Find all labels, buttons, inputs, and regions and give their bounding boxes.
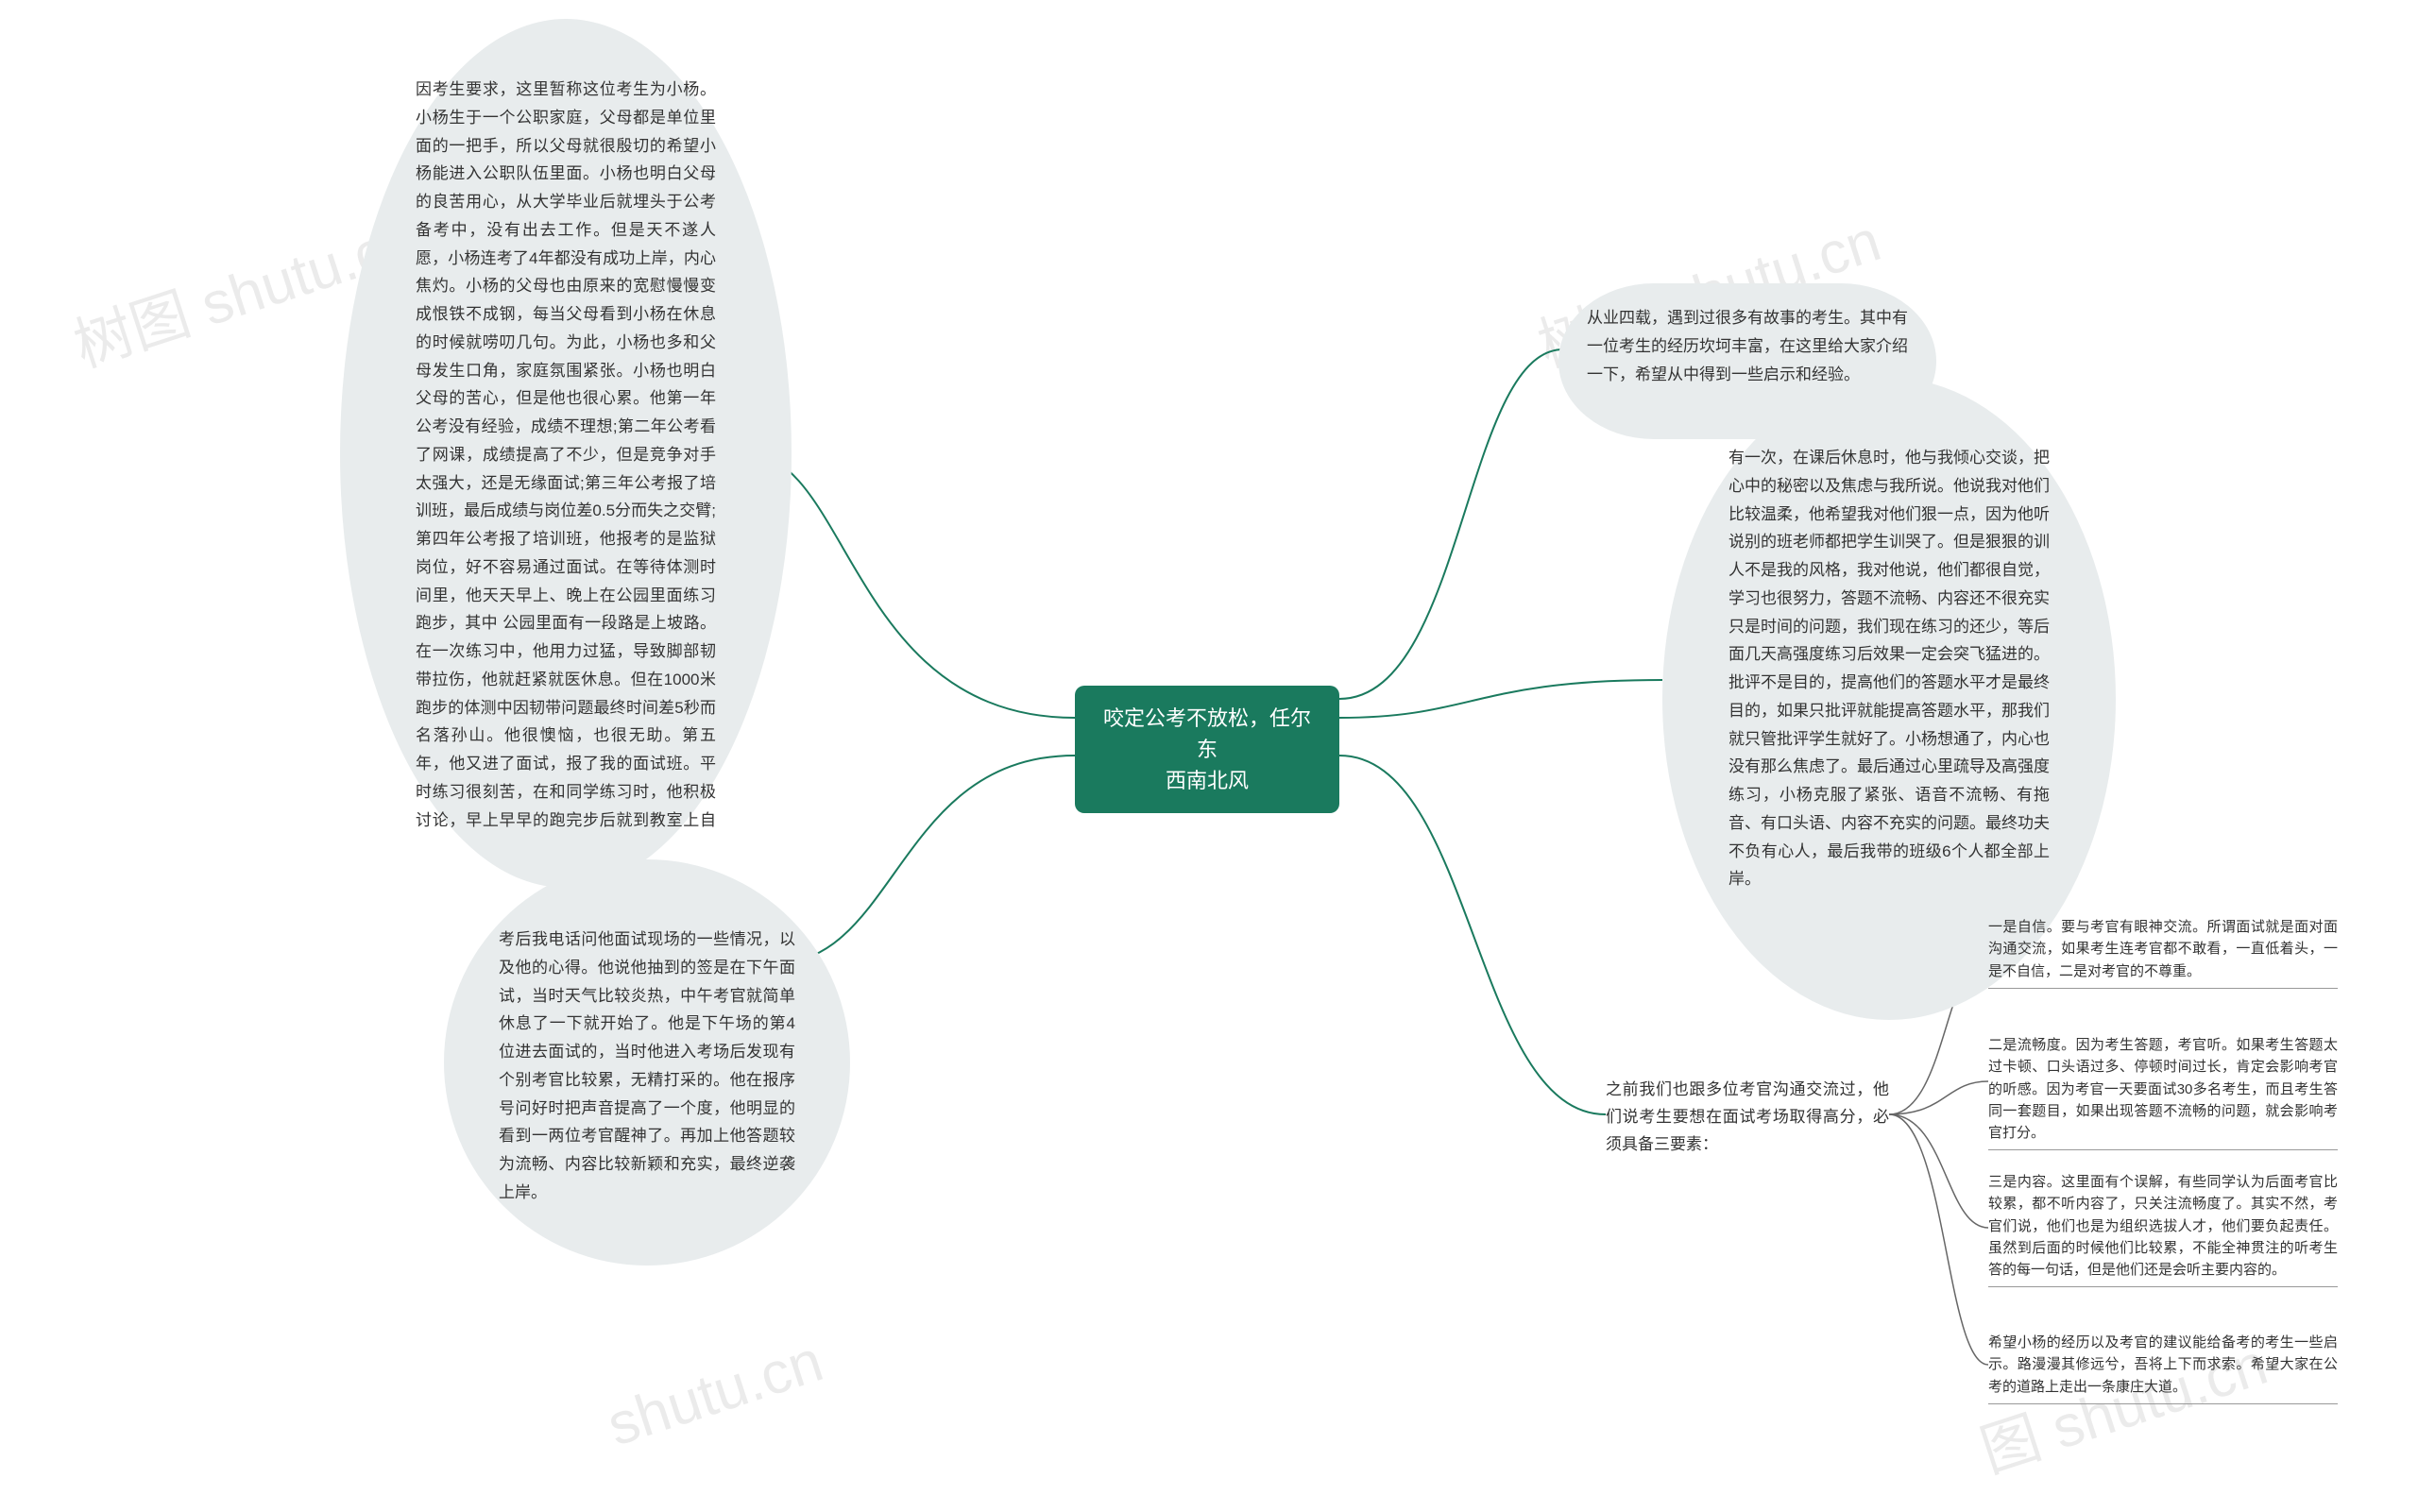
node-left-story-text: 因考生要求，这里暂称这位考生为小杨。小杨生于一个公职家庭，父母都是单位里面的一把… [416, 76, 716, 831]
sub-fluency: 二是流畅度。因为考生答题，考官听。如果考生答题太过卡顿、口头语过多、停顿时间过长… [1988, 1034, 2338, 1150]
center-topic: 咬定公考不放松，任尔东 西南北风 [1075, 686, 1339, 813]
center-line2: 西南北风 [1101, 765, 1313, 796]
sub-wish: 希望小杨的经历以及考官的建议能给备考的考生一些启示。路漫漫其修远兮，吾将上下而求… [1988, 1332, 2338, 1404]
node-intro-text: 从业四载，遇到过很多有故事的考生。其中有一位考生的经历坎坷丰富，在这里给大家介绍… [1587, 304, 1908, 388]
node-left-story: 因考生要求，这里暂称这位考生为小杨。小杨生于一个公职家庭，父母都是单位里面的一把… [340, 19, 792, 888]
watermark: shutu.cn [600, 1328, 831, 1460]
node-three-factors: 之前我们也跟多位考官沟通交流过，他们说考生要想在面试考场取得高分，必须具备三要素… [1606, 1077, 1889, 1159]
sub-content: 三是内容。这里面有个误解，有些同学认为后面考官比较累，都不听内容了，只关注流畅度… [1988, 1171, 2338, 1287]
node-left-aftermath-text: 考后我电话问他面试现场的一些情况，以及他的心得。他说他抽到的签是在下午面试，当时… [499, 926, 795, 1207]
center-line1: 咬定公考不放松，任尔东 [1101, 703, 1313, 765]
node-left-aftermath: 考后我电话问他面试现场的一些情况，以及他的心得。他说他抽到的签是在下午面试，当时… [444, 859, 850, 1266]
sub-confidence: 一是自信。要与考官有眼神交流。所谓面试就是面对面沟通交流，如果考生连考官都不敢看… [1988, 916, 2338, 989]
node-right-story-text: 有一次，在课后休息时，他与我倾心交谈，把心中的秘密以及焦虑与我所说。他说我对他们… [1728, 444, 2050, 893]
